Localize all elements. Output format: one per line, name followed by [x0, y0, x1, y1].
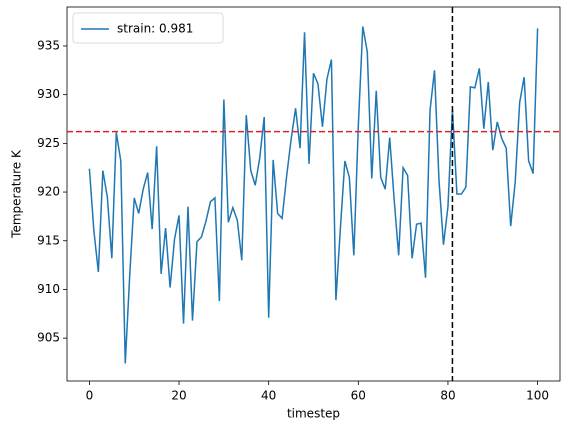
x-tick-label: 80	[440, 389, 455, 403]
x-tick-label: 100	[526, 389, 549, 403]
legend-label: strain: 0.981	[117, 22, 193, 36]
x-axis-label: timestep	[287, 407, 340, 421]
legend-box	[72, 12, 224, 44]
y-tick-label: 910	[37, 282, 60, 296]
y-axis-label: Temperature K	[10, 149, 24, 239]
data-line	[88, 26, 539, 364]
x-tick-label: 0	[86, 389, 94, 403]
x-tick-label: 60	[351, 389, 366, 403]
plot-frame	[66, 6, 561, 382]
y-tick-label: 915	[37, 233, 60, 247]
x-tick-label: 20	[171, 389, 186, 403]
y-tick-label: 920	[37, 185, 60, 199]
y-tick-label: 935	[37, 38, 60, 52]
y-tick-label: 925	[37, 136, 60, 150]
y-tick-label: 905	[37, 331, 60, 345]
y-tick-label: 930	[37, 87, 60, 101]
x-tick-label: 40	[261, 389, 276, 403]
